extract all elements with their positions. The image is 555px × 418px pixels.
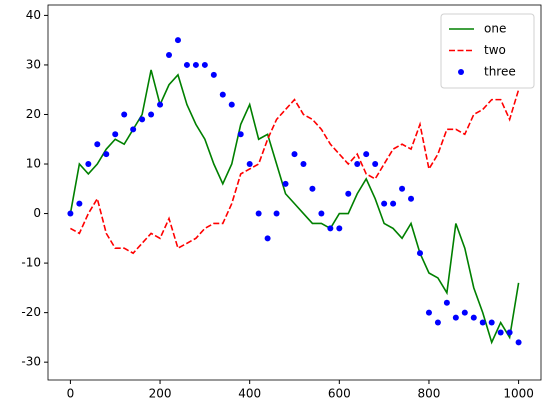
dot xyxy=(291,151,298,158)
dot xyxy=(112,131,119,138)
dot xyxy=(506,329,513,336)
dot xyxy=(246,161,253,168)
axes-frame xyxy=(47,4,542,381)
x-tick-label: 600 xyxy=(328,387,351,401)
y-tick-label: 40 xyxy=(26,8,41,22)
y-tick-label: -10 xyxy=(21,256,41,270)
dot xyxy=(488,319,495,326)
dot xyxy=(121,111,128,118)
dot xyxy=(336,225,343,232)
legend-label: three xyxy=(484,65,516,79)
dot xyxy=(300,161,307,168)
dot xyxy=(201,61,208,68)
legend-marker xyxy=(458,69,464,75)
dot xyxy=(255,210,262,217)
dot xyxy=(174,37,181,44)
dot xyxy=(148,111,155,118)
y-tick-label: 20 xyxy=(26,107,41,121)
dot xyxy=(103,151,110,158)
dot xyxy=(515,339,522,346)
dot xyxy=(139,116,146,123)
dot xyxy=(425,309,432,316)
dot xyxy=(345,190,352,197)
y-tick-label: 0 xyxy=(33,206,41,220)
dot xyxy=(399,185,406,192)
dot xyxy=(470,314,477,321)
dot xyxy=(183,61,190,68)
line xyxy=(70,89,520,255)
legend-box xyxy=(440,13,535,89)
legend-label: one xyxy=(484,22,506,36)
dot xyxy=(461,309,468,316)
x-tick-label: 800 xyxy=(418,387,441,401)
line xyxy=(69,69,520,345)
dot xyxy=(372,161,379,168)
dot xyxy=(219,91,226,98)
y-tick-label: 30 xyxy=(26,57,41,71)
dot xyxy=(497,329,504,336)
dot xyxy=(85,161,92,168)
dot xyxy=(237,131,244,138)
dot xyxy=(327,225,334,232)
dot xyxy=(67,210,74,217)
dot xyxy=(443,299,450,306)
dot xyxy=(228,101,235,108)
dot xyxy=(434,319,441,326)
dot xyxy=(309,185,316,192)
dot xyxy=(408,195,415,202)
dot xyxy=(157,101,164,108)
dot xyxy=(166,52,173,59)
y-tick-label: 10 xyxy=(26,157,41,171)
legend-label: two xyxy=(484,43,506,57)
dot xyxy=(282,180,289,187)
dot xyxy=(210,71,217,78)
dot xyxy=(452,314,459,321)
y-tick-label: -20 xyxy=(21,305,41,319)
dot xyxy=(416,250,423,257)
x-tick-label: 200 xyxy=(149,387,172,401)
dot xyxy=(94,141,101,148)
dot xyxy=(264,235,271,242)
x-tick-label: 0 xyxy=(67,387,75,401)
dot xyxy=(76,200,83,207)
y-tick-label: -30 xyxy=(21,355,41,369)
dot xyxy=(192,61,199,68)
dot xyxy=(354,161,361,168)
dot xyxy=(363,151,370,158)
x-tick-label: 1000 xyxy=(503,387,534,401)
dot xyxy=(130,126,137,133)
dot xyxy=(381,200,388,207)
dot xyxy=(390,200,397,207)
dot xyxy=(479,319,486,326)
dot xyxy=(273,210,280,217)
dot xyxy=(318,210,325,217)
x-tick-label: 400 xyxy=(238,387,261,401)
